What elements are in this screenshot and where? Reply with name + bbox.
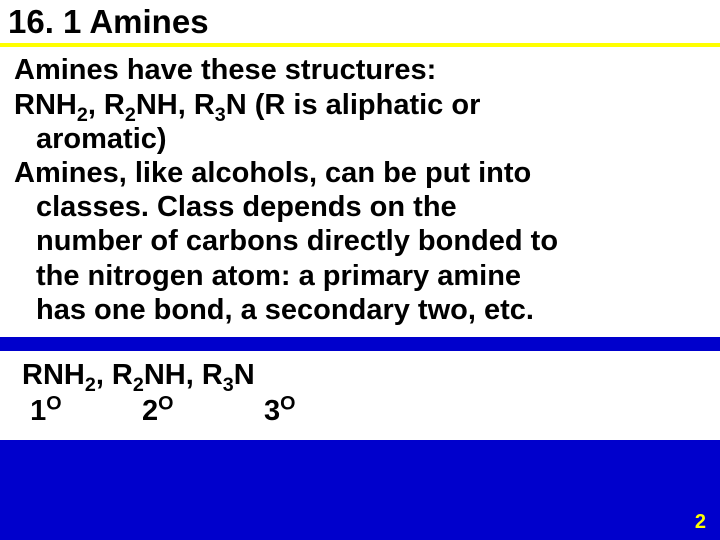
formula-part: N xyxy=(234,359,255,391)
class-secondary: 2O xyxy=(142,393,264,429)
page-number: 2 xyxy=(695,511,706,534)
class-tertiary: 3O xyxy=(264,393,295,429)
para2-l4: the nitrogen atom: a primary amine xyxy=(14,259,706,293)
superscript: O xyxy=(158,393,173,415)
class-row: 1O2O3O xyxy=(22,393,706,429)
line-aromatic: aromatic) xyxy=(14,122,706,156)
line-structures-intro: Amines have these structures: xyxy=(14,54,436,86)
formula-part: , R xyxy=(88,89,125,121)
formula-row: RNH2, R2NH, R3N xyxy=(22,357,706,393)
slide-title: 16. 1 Amines xyxy=(0,0,720,47)
class-num: 3 xyxy=(264,395,280,427)
formula-part: NH, R xyxy=(144,359,223,391)
para2-l3: number of carbons directly bonded to xyxy=(14,224,706,258)
body-text: Amines have these structures: RNH2, R2NH… xyxy=(0,47,720,337)
formula-part: , R xyxy=(96,359,133,391)
superscript: O xyxy=(46,393,61,415)
slide: 16. 1 Amines Amines have these structure… xyxy=(0,0,720,540)
subscript: 3 xyxy=(215,103,226,125)
class-num: 1 xyxy=(30,395,46,427)
formula-part: NH, R xyxy=(136,89,215,121)
para2-l1: Amines, like alcohols, can be put into xyxy=(14,157,531,189)
title-text: 16. 1 Amines xyxy=(8,3,209,40)
class-primary: 1O xyxy=(22,393,142,429)
formula-part: N (R is aliphatic or xyxy=(226,89,481,121)
class-num: 2 xyxy=(142,395,158,427)
formula-line: RNH2, R2NH, R3N (R is aliphatic or xyxy=(14,89,480,121)
formula-part: RNH xyxy=(22,359,85,391)
para2-l2: classes. Class depends on the xyxy=(14,190,706,224)
para2-l5: has one bond, a secondary two, etc. xyxy=(14,293,706,327)
formula-part: RNH xyxy=(14,89,77,121)
formula-class-block: RNH2, R2NH, R3N 1O2O3O xyxy=(0,351,720,440)
superscript: O xyxy=(280,393,295,415)
